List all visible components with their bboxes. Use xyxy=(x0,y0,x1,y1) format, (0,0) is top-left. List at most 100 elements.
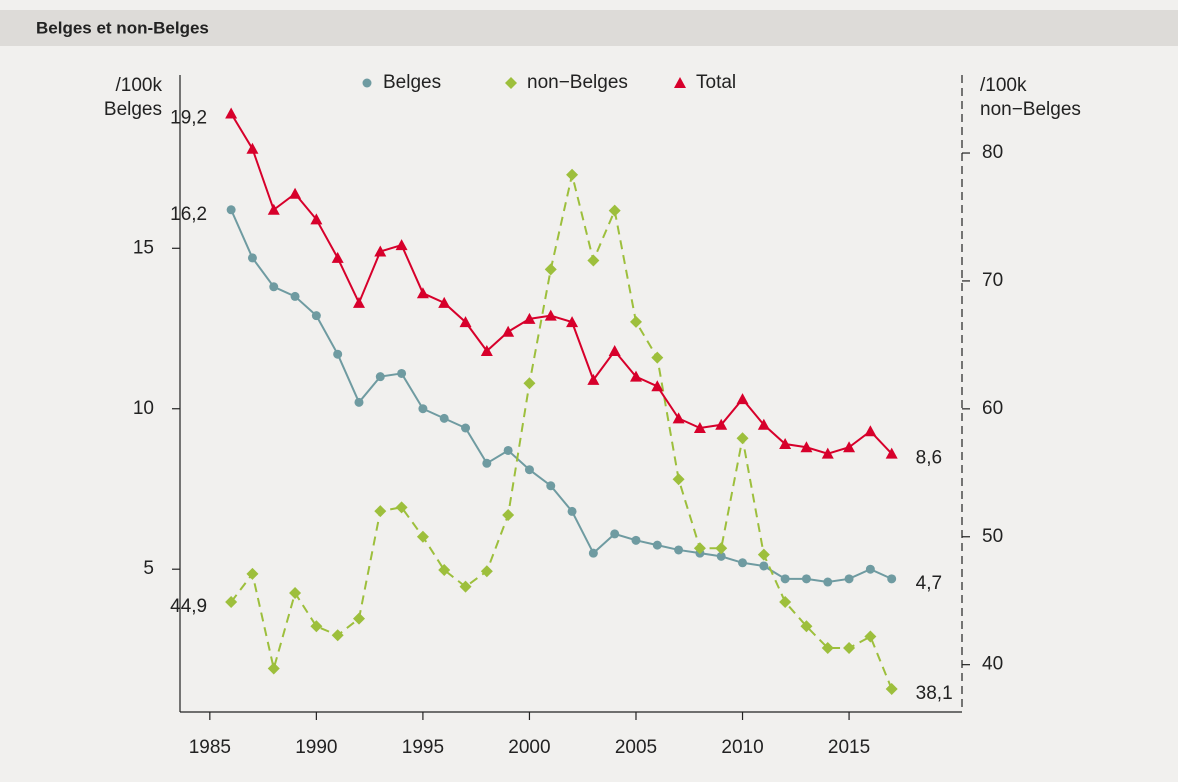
y2-tick-label: 40 xyxy=(982,654,1003,675)
series-line xyxy=(230,112,893,455)
value-label: 8,6 xyxy=(916,448,942,469)
point xyxy=(416,530,429,543)
legend-label: Belges xyxy=(383,72,441,93)
point xyxy=(823,577,833,587)
point xyxy=(482,458,492,468)
point xyxy=(267,662,280,675)
point xyxy=(693,542,706,555)
point xyxy=(333,349,343,359)
y-tick-label: 10 xyxy=(133,398,154,419)
point xyxy=(524,465,534,475)
point xyxy=(736,432,749,445)
point xyxy=(843,441,856,453)
point xyxy=(246,142,259,154)
point xyxy=(267,203,280,215)
point xyxy=(672,473,685,486)
x-tick-label: 2000 xyxy=(508,737,550,758)
point xyxy=(674,545,684,555)
point xyxy=(652,540,662,550)
y-tick-label: 15 xyxy=(133,237,154,258)
x-tick-label: 1985 xyxy=(189,737,231,758)
x-tick-label: 2015 xyxy=(828,737,870,758)
point xyxy=(503,445,513,455)
point xyxy=(502,325,515,337)
x-tick-label: 1990 xyxy=(295,737,337,758)
point xyxy=(374,245,387,257)
chart-title: Belges et non-Belges xyxy=(36,18,209,37)
legend-label: Total xyxy=(696,72,736,93)
point xyxy=(587,254,600,267)
point xyxy=(736,393,749,405)
point xyxy=(780,574,790,584)
point xyxy=(757,418,770,430)
point xyxy=(374,505,387,518)
point xyxy=(418,404,428,414)
point xyxy=(610,529,620,539)
point xyxy=(587,373,600,385)
legend-marker xyxy=(362,78,372,88)
point xyxy=(225,595,238,608)
point xyxy=(738,558,748,568)
point xyxy=(523,312,536,324)
x-tick-label: 2010 xyxy=(721,737,763,758)
point xyxy=(715,418,728,430)
point xyxy=(546,481,556,491)
point xyxy=(523,377,536,390)
point xyxy=(801,574,811,584)
point xyxy=(354,397,364,407)
point xyxy=(716,551,726,561)
point xyxy=(226,205,236,215)
point xyxy=(480,565,493,578)
point xyxy=(693,421,706,433)
legend-marker xyxy=(505,77,517,89)
point xyxy=(395,239,408,251)
point xyxy=(311,311,321,321)
point xyxy=(865,564,875,574)
point xyxy=(310,620,323,633)
y-tick-label: 5 xyxy=(143,558,154,579)
y2-tick-label: 50 xyxy=(982,526,1003,547)
y2-tick-label: 70 xyxy=(982,270,1003,291)
point xyxy=(779,595,792,608)
point xyxy=(672,412,685,424)
x-tick-label: 1995 xyxy=(402,737,444,758)
point xyxy=(439,413,449,423)
point xyxy=(715,542,728,555)
point xyxy=(759,561,769,571)
value-label: 4,7 xyxy=(916,573,942,594)
point xyxy=(800,620,813,633)
point xyxy=(631,535,641,545)
header-band xyxy=(0,10,1178,46)
point xyxy=(544,263,557,276)
point xyxy=(395,501,408,514)
point xyxy=(461,423,471,433)
point xyxy=(864,630,877,643)
point xyxy=(864,425,877,437)
point xyxy=(269,282,279,292)
value-label: 38,1 xyxy=(916,683,953,704)
value-label: 16,2 xyxy=(170,204,207,225)
point xyxy=(566,168,579,181)
y2-axis-label: /100k xyxy=(980,75,1027,96)
point xyxy=(651,380,664,392)
series-line xyxy=(230,174,893,690)
point xyxy=(289,587,302,600)
point xyxy=(480,344,493,356)
point xyxy=(608,344,621,356)
point xyxy=(310,213,323,225)
point xyxy=(352,612,365,625)
point xyxy=(821,447,834,459)
point xyxy=(821,642,834,655)
point xyxy=(844,574,854,584)
point xyxy=(352,296,365,308)
point xyxy=(588,548,598,558)
point xyxy=(397,368,407,378)
point xyxy=(544,309,557,321)
point xyxy=(331,251,344,263)
point xyxy=(608,204,621,217)
legend-marker xyxy=(674,77,686,88)
point xyxy=(438,296,451,308)
